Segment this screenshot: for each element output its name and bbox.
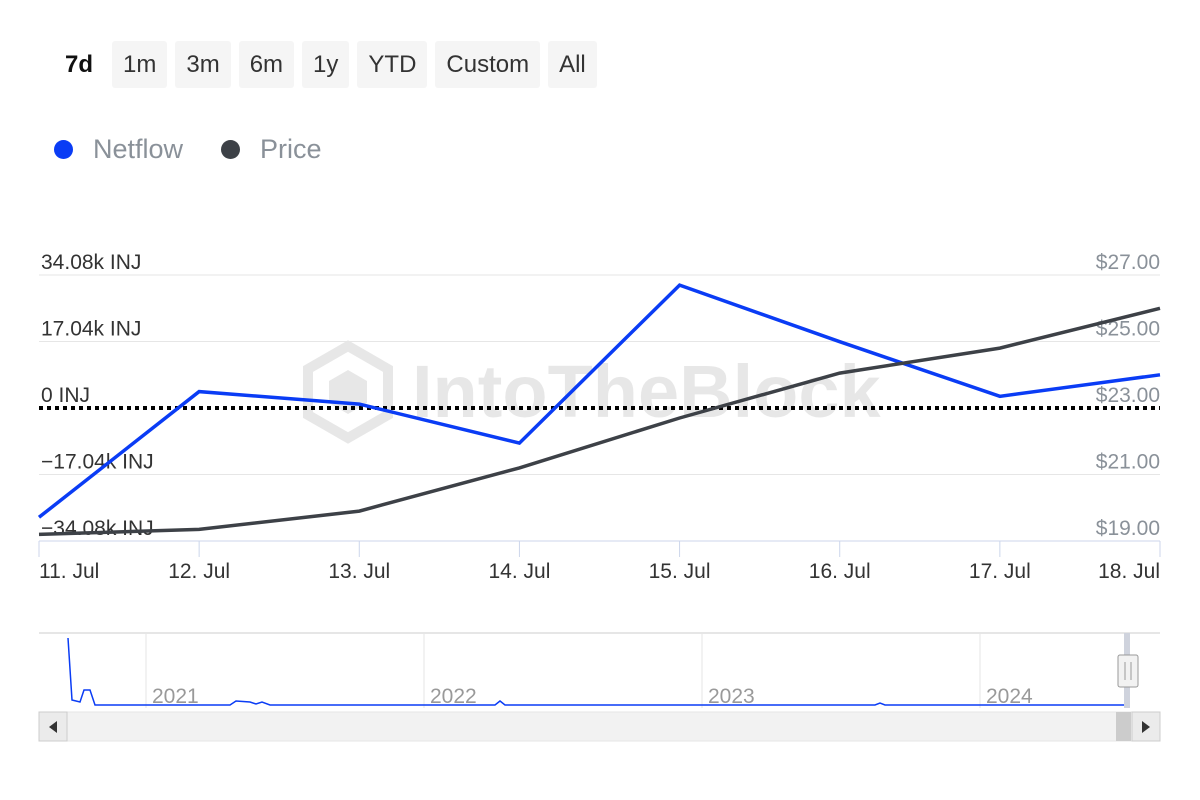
series-line-price: [38, 306, 1161, 537]
y-right-tick-label: $25.00: [1096, 318, 1160, 341]
chart-legend: Netflow Price: [54, 134, 322, 165]
legend-marker-price: [221, 140, 241, 159]
navigator-year-label: 2024: [986, 685, 1033, 708]
x-tick-label: 13. Jul: [328, 560, 390, 583]
legend-label-price: Price: [260, 134, 322, 164]
x-tick-label: 14. Jul: [488, 560, 550, 583]
x-tick-label: 11. Jul: [39, 560, 99, 583]
chevron-left-icon: [49, 721, 57, 733]
x-tick-label: 15. Jul: [649, 560, 711, 583]
series-line-netflow: [37, 283, 1161, 519]
legend-marker-netflow: [54, 140, 73, 159]
range-7d-button[interactable]: 7d: [54, 41, 105, 88]
navigator-year-label: 2022: [430, 685, 477, 708]
y-right-tick-label: $21.00: [1096, 451, 1160, 474]
range-custom-button[interactable]: Custom: [435, 41, 541, 88]
range-selector: 7d 1m 3m 6m 1y YTD Custom All: [54, 41, 597, 88]
watermark-logo-icon: [303, 340, 393, 444]
legend-label-netflow: Netflow: [93, 134, 184, 164]
range-1m-button[interactable]: 1m: [112, 41, 168, 88]
y-right-tick-label: $23.00: [1096, 384, 1160, 407]
y-right-tick-label: $19.00: [1096, 517, 1160, 540]
y-left-tick-label: −34.08k INJ: [41, 517, 154, 540]
x-tick-label: 17. Jul: [969, 560, 1031, 583]
range-1y-button[interactable]: 1y: [302, 41, 350, 88]
range-3m-button[interactable]: 3m: [175, 41, 231, 88]
x-tick-label: 12. Jul: [168, 560, 230, 583]
navigator-year-label: 2023: [708, 685, 755, 708]
y-left-tick-label: 0 INJ: [41, 384, 90, 407]
range-6m-button[interactable]: 6m: [238, 41, 295, 88]
y-left-tick-label: 17.04k INJ: [41, 318, 141, 341]
range-ytd-button[interactable]: YTD: [357, 41, 428, 88]
watermark: IntoTheBlock: [303, 340, 882, 444]
watermark-text: IntoTheBlock: [412, 350, 882, 433]
navigator-year-label: 2021: [152, 685, 199, 708]
x-tick-label: 16. Jul: [809, 560, 871, 583]
scroll-right-button[interactable]: [1131, 711, 1161, 742]
range-all-button[interactable]: All: [548, 41, 597, 88]
legend-item-price[interactable]: Price: [221, 134, 322, 165]
navigator-handle[interactable]: [1117, 654, 1139, 688]
navigator-scrollbar-thumb[interactable]: [1116, 712, 1131, 741]
y-left-tick-label: −17.04k INJ: [41, 451, 154, 474]
navigator-netflow-line: [67, 637, 1128, 706]
y-left-tick-label: 34.08k INJ: [41, 251, 141, 274]
y-right-tick-label: $27.00: [1096, 251, 1160, 274]
x-tick-label: 18. Jul: [1098, 560, 1160, 583]
legend-item-netflow[interactable]: Netflow: [54, 134, 183, 165]
chevron-right-icon: [1142, 721, 1150, 733]
navigator-scrollbar-track[interactable]: [38, 711, 1161, 742]
